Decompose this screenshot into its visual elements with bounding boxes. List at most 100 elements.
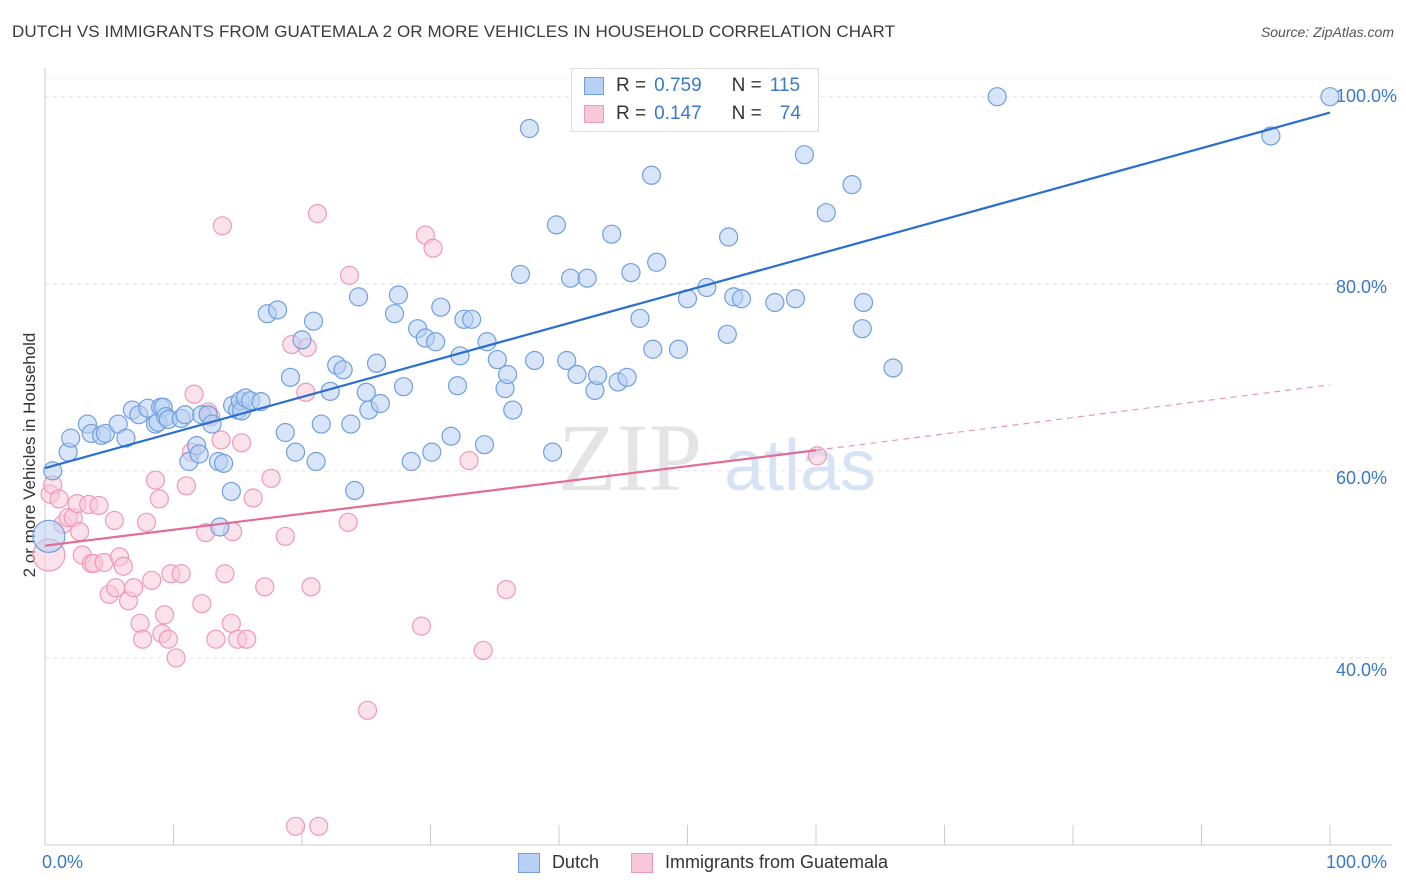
guatemala-point <box>171 564 191 584</box>
dutch-point <box>366 353 387 373</box>
dutch-point <box>617 367 637 387</box>
dutch-point <box>641 165 662 185</box>
dutch-point <box>487 349 507 370</box>
guatemala-point <box>130 613 150 633</box>
legend-row-dutch: R = 0.759 N = 115 <box>584 74 800 98</box>
legend-row-guatemala: R = 0.147 N = 74 <box>584 102 801 126</box>
dutch-point <box>306 451 326 472</box>
dutch-point <box>348 287 369 307</box>
guatemala-point <box>149 489 169 509</box>
y-tick-60: 60.0% <box>1336 468 1388 488</box>
legend-r-label: R = <box>616 75 647 96</box>
dutch-point <box>587 365 608 386</box>
guatemala-point <box>124 578 144 598</box>
guatemala-point <box>49 489 69 509</box>
dutch-point <box>61 428 81 448</box>
legend-r-value: 0.147 <box>654 103 702 124</box>
dutch-point <box>441 426 461 446</box>
dutch-point <box>503 400 523 420</box>
dutch-point <box>794 145 815 165</box>
dutch-point <box>630 308 650 328</box>
dutch-point <box>116 428 136 448</box>
guatemala-point <box>89 495 109 516</box>
dutch-point <box>401 451 421 472</box>
watermark-atlas: atlas <box>724 426 876 506</box>
guatemala-point <box>70 522 90 542</box>
dutch-point <box>621 262 641 283</box>
dutch-point <box>370 393 390 414</box>
legend-r-label: R = <box>616 103 647 124</box>
dutch-point <box>668 339 689 359</box>
dutch-point <box>557 350 577 371</box>
dutch-point <box>393 377 414 397</box>
legend-swatch-dutch <box>517 852 540 873</box>
guatemala-point <box>192 594 212 614</box>
legend-n-value: 74 <box>779 103 801 124</box>
guatemala-point <box>166 648 186 668</box>
y-tick-80: 80.0% <box>1336 277 1388 297</box>
series-legend: Dutch Immigrants from Guatemala <box>0 852 1406 873</box>
dutch-point <box>510 264 531 285</box>
dutch-point <box>292 330 312 350</box>
trend-line-dutch <box>44 111 1331 470</box>
guatemala-point <box>142 570 162 590</box>
dutch-point <box>647 252 667 272</box>
dutch-point <box>560 268 581 288</box>
guatemala-point <box>104 510 124 531</box>
guatemala-point <box>307 204 328 224</box>
guatemala-point <box>158 629 178 649</box>
dutch-point <box>311 414 331 434</box>
x-tick-max: 100.0% <box>1326 852 1388 872</box>
legend-item-guatemala: Immigrants from Guatemala <box>630 852 888 873</box>
series-dutch <box>32 87 1340 553</box>
dutch-point <box>567 364 587 385</box>
dutch-point <box>210 517 230 537</box>
dutch-point <box>731 289 752 309</box>
dutch-point <box>883 358 903 378</box>
guatemala-point <box>237 629 257 649</box>
guatemala-point <box>215 564 235 584</box>
guatemala-point <box>176 476 196 496</box>
grid-lines <box>45 77 1392 659</box>
dutch-point <box>285 442 306 462</box>
dutch-point <box>717 324 737 344</box>
dutch-point <box>214 453 234 473</box>
guatemala-point <box>211 430 231 450</box>
dutch-point <box>384 304 405 324</box>
dutch-point <box>474 435 495 455</box>
legend-n-label: N = <box>731 75 762 96</box>
watermark-zip: ZIP <box>558 404 702 511</box>
dutch-point <box>816 203 836 223</box>
dutch-point <box>1261 126 1281 146</box>
dutch-point <box>345 480 365 501</box>
trend-lines <box>44 111 1331 547</box>
dutch-point <box>388 285 408 305</box>
legend-swatch-guatemala <box>630 852 653 873</box>
guatemala-point <box>206 629 226 649</box>
guatemala-point <box>136 512 157 532</box>
guatemala-point <box>145 470 166 490</box>
legend-swatch-dutch <box>584 77 604 95</box>
dutch-point <box>303 311 324 331</box>
dutch-point <box>189 444 209 464</box>
dutch-point <box>853 292 874 313</box>
dutch-point <box>341 414 361 434</box>
dutch-point <box>546 215 567 235</box>
dutch-point <box>765 292 785 313</box>
chart-title: DUTCH VS IMMIGRANTS FROM GUATEMALA 2 OR … <box>12 22 896 41</box>
x-tick-min: 0.0% <box>42 852 84 872</box>
guatemala-point <box>459 450 479 471</box>
correlation-legend: R = 0.759 N = 115 R = 0.147 N = 74 <box>571 68 819 132</box>
dutch-point <box>602 224 622 244</box>
dutch-point <box>719 227 739 247</box>
guatemala-point <box>411 616 432 636</box>
dutch-point <box>221 481 241 502</box>
guatemala-point <box>243 488 263 508</box>
dutch-point <box>333 360 353 380</box>
dutch-point <box>852 319 872 339</box>
dutch-point <box>462 309 482 329</box>
guatemala-point <box>255 577 275 597</box>
guatemala-point <box>232 433 252 453</box>
source-label: Source: ZipAtlas.com <box>1260 24 1394 40</box>
